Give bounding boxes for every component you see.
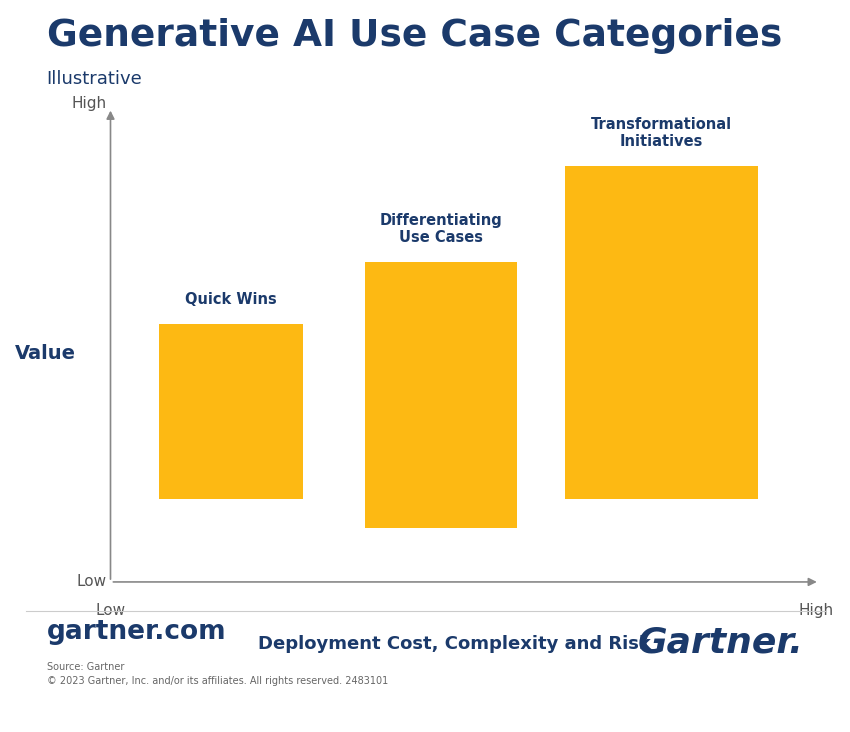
- Text: Quick Wins: Quick Wins: [185, 293, 277, 307]
- Bar: [565, 166, 757, 498]
- Text: Illustrative: Illustrative: [47, 70, 143, 88]
- Text: Transformational
Initiatives: Transformational Initiatives: [591, 117, 732, 149]
- Text: Generative AI Use Case Categories: Generative AI Use Case Categories: [47, 18, 782, 54]
- Text: High: High: [799, 602, 834, 618]
- Bar: [159, 324, 303, 498]
- Text: gartner.com: gartner.com: [47, 619, 226, 645]
- Text: Low: Low: [95, 602, 126, 618]
- Text: Low: Low: [77, 575, 107, 589]
- Text: Value: Value: [14, 344, 76, 362]
- Text: Source: Gartner
© 2023 Gartner, Inc. and/or its affiliates. All rights reserved.: Source: Gartner © 2023 Gartner, Inc. and…: [47, 662, 388, 687]
- Text: Gartner.: Gartner.: [638, 626, 803, 660]
- Text: Deployment Cost, Complexity and Risk: Deployment Cost, Complexity and Risk: [258, 635, 651, 652]
- Text: High: High: [72, 96, 107, 111]
- Text: Differentiating
Use Cases: Differentiating Use Cases: [380, 213, 502, 245]
- Bar: [366, 262, 517, 528]
